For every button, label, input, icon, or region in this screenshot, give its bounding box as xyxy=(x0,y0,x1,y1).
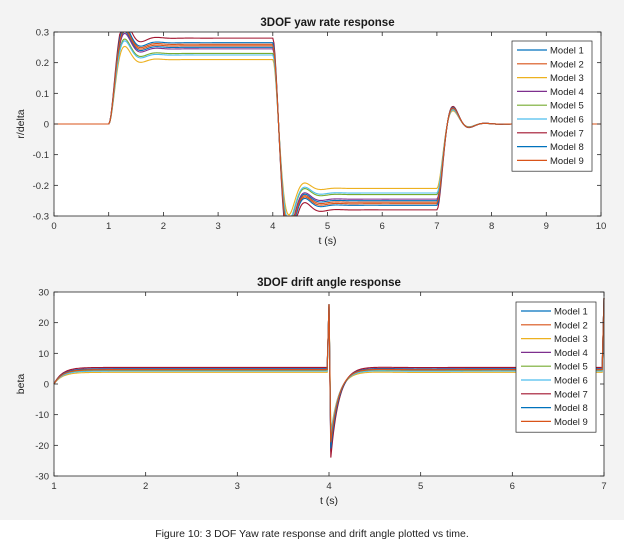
y-axis-label: beta xyxy=(15,374,27,395)
chart-title: 3DOF yaw rate response xyxy=(260,17,394,29)
y-tick-label: -0.1 xyxy=(33,150,49,161)
legend-label-1: Model 1 xyxy=(554,307,588,318)
y-tick-label: 20 xyxy=(38,318,49,329)
x-tick-label: 2 xyxy=(161,221,166,232)
y-tick-label: 10 xyxy=(38,349,49,360)
x-tick-label: 7 xyxy=(434,221,439,232)
chart-title: 3DOF drift angle response xyxy=(257,277,401,289)
legend-label-5: Model 5 xyxy=(550,101,584,112)
legend: Model 1 Model 2 Model 3 Model 4 Model 5 Model… xyxy=(511,40,593,172)
legend-label-9: Model 9 xyxy=(554,417,588,428)
y-tick-label: 30 xyxy=(38,288,49,299)
x-tick-label: 3 xyxy=(215,221,220,232)
x-tick-label: 3 xyxy=(235,481,240,492)
x-tick-label: 6 xyxy=(380,221,385,232)
x-tick-label: 5 xyxy=(418,481,423,492)
x-tick-label: 5 xyxy=(325,221,330,232)
x-tick-label: 9 xyxy=(544,221,549,232)
x-axis-label: t (s) xyxy=(318,235,336,247)
y-tick-label: -30 xyxy=(35,472,49,483)
y-tick-label: 0 xyxy=(44,120,49,131)
y-tick-label: -10 xyxy=(35,410,49,421)
figure-caption: Figure 10: 3 DOF Yaw rate response and d… xyxy=(155,528,469,540)
y-tick-label: 0.1 xyxy=(36,89,49,100)
legend-label-7: Model 7 xyxy=(550,128,584,139)
legend-label-9: Model 9 xyxy=(550,156,584,167)
figure-background: 0 1 2 3 4 5 6 7 8 9 10 0.3 0.2 0.1 0 -0.1 -0.2 -0.3 3DOF y… xyxy=(0,0,624,520)
y-tick-label: -0.2 xyxy=(33,181,49,192)
y-axis-label: r/delta xyxy=(15,109,27,138)
legend-label-8: Model 8 xyxy=(550,142,584,153)
x-tick-label: 4 xyxy=(326,481,331,492)
legend-label-3: Model 3 xyxy=(550,73,584,84)
y-tick-label: -0.3 xyxy=(33,212,49,223)
legend-label-2: Model 2 xyxy=(554,320,588,331)
x-tick-label: 0 xyxy=(51,221,56,232)
x-tick-label: 8 xyxy=(489,221,494,232)
series-line-9 xyxy=(53,298,605,443)
legend-box xyxy=(515,301,597,433)
legend-label-2: Model 2 xyxy=(550,59,584,70)
legend-box xyxy=(511,40,593,172)
legend-label-6: Model 6 xyxy=(554,376,588,387)
x-axis-label: t (s) xyxy=(320,495,338,507)
legend-label-4: Model 4 xyxy=(550,87,584,98)
legend-label-1: Model 1 xyxy=(550,46,584,57)
x-tick-label: 10 xyxy=(596,221,607,232)
legend: Model 1 Model 2 Model 3 Model 4 Model 5 Model… xyxy=(515,301,597,433)
legend-label-3: Model 3 xyxy=(554,334,588,345)
series-group xyxy=(54,31,601,217)
x-tick-label: 2 xyxy=(143,481,148,492)
x-tick-label: 1 xyxy=(106,221,111,232)
drift-angle-chart: 1 2 3 4 5 6 7 30 20 10 0 -10 -20 -30 3DOF drift angle … xyxy=(15,277,607,507)
legend-label-8: Model 8 xyxy=(554,403,588,414)
x-tick-label: 4 xyxy=(270,221,275,232)
x-tick-label: 6 xyxy=(510,481,515,492)
legend-label-6: Model 6 xyxy=(550,115,584,126)
legend-label-5: Model 5 xyxy=(554,362,588,373)
y-tick-label: -20 xyxy=(35,441,49,452)
series-line-9 xyxy=(54,31,601,217)
y-tick-label: 0 xyxy=(44,380,49,391)
y-tick-label: 0.3 xyxy=(36,28,49,39)
series-group xyxy=(53,298,605,458)
x-tick-label: 7 xyxy=(601,481,606,492)
legend-label-7: Model 7 xyxy=(554,389,588,400)
y-tick-label: 0.2 xyxy=(36,58,49,69)
legend-label-4: Model 4 xyxy=(554,348,588,359)
x-tick-label: 1 xyxy=(51,481,56,492)
yaw-rate-chart: 0 1 2 3 4 5 6 7 8 9 10 0.3 0.2 0.1 0 -0.1 -0.2 -0.3 3DOF y… xyxy=(15,17,607,247)
